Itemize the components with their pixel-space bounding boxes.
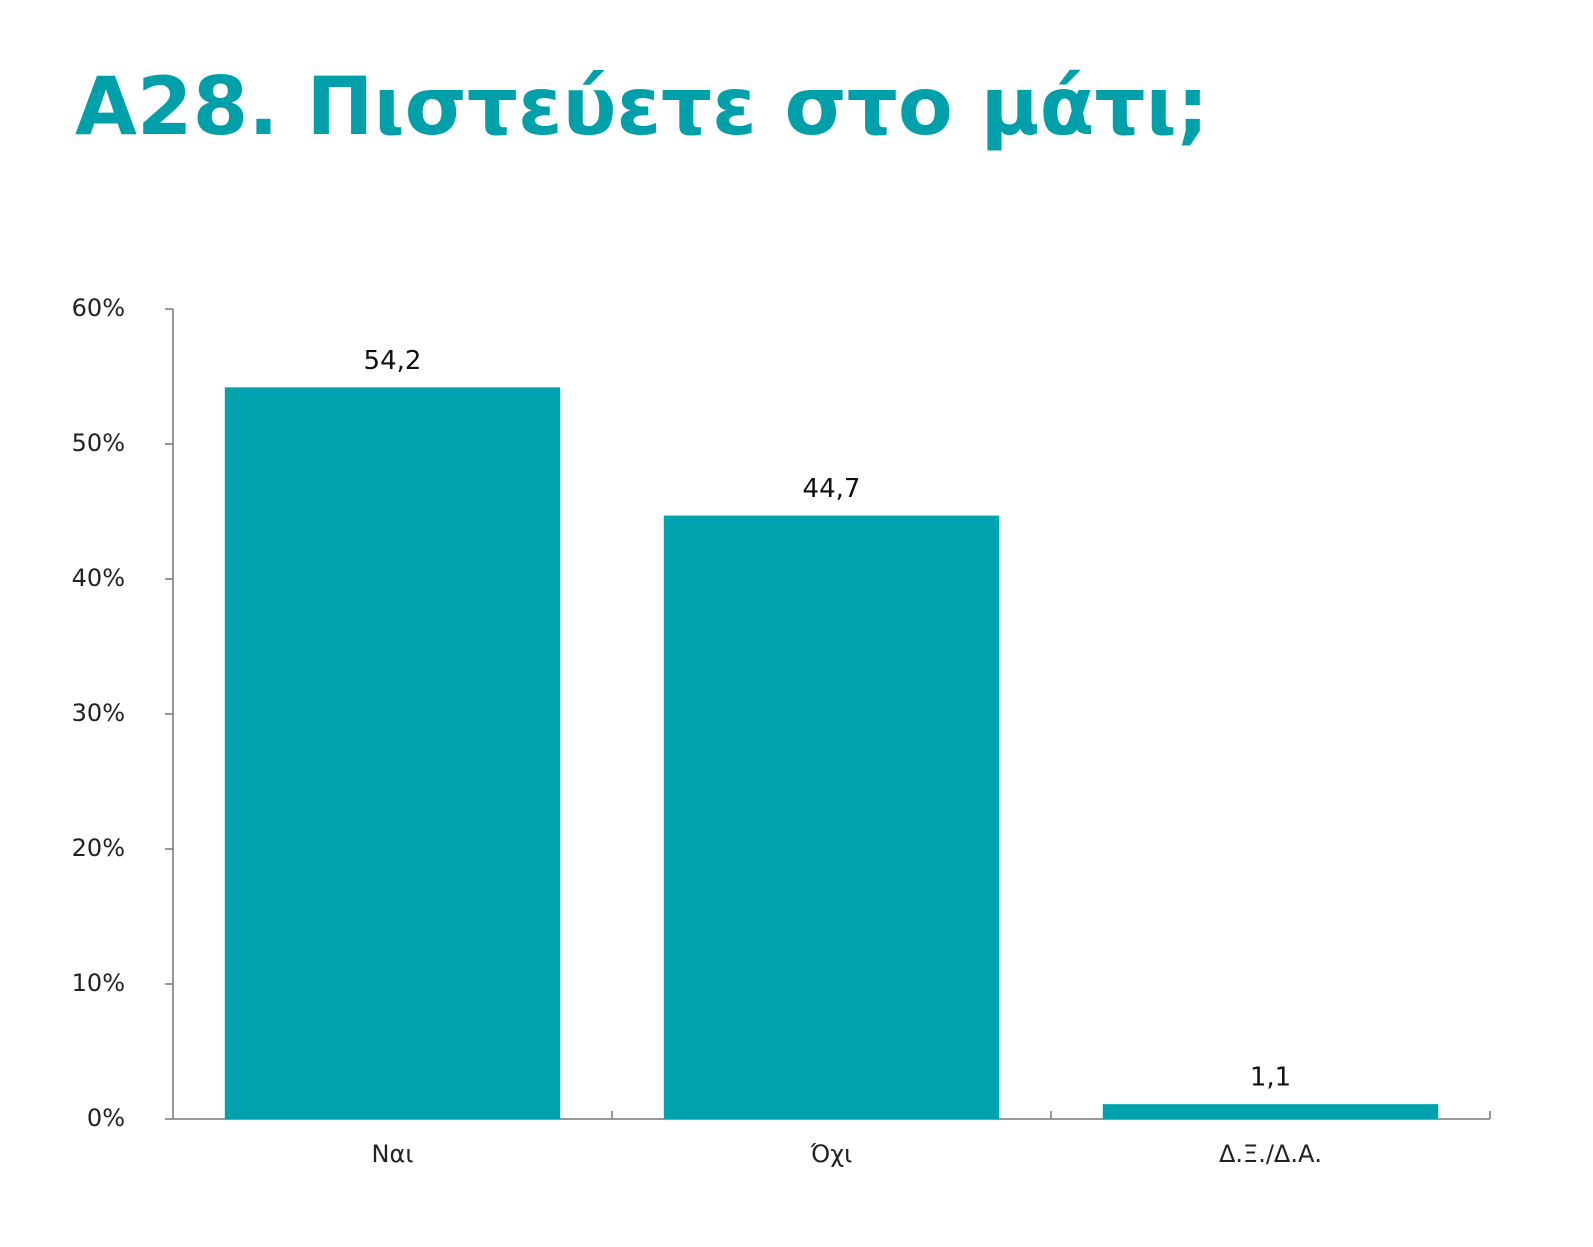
chart-title: Α28. Πιστεύετε στο μάτι; xyxy=(75,60,1209,153)
y-tick-label: 40% xyxy=(72,564,125,592)
x-tick-label: Δ.Ξ./Δ.Α. xyxy=(1219,1140,1322,1168)
x-tick-label: Όχι xyxy=(810,1140,852,1168)
value-label: 54,2 xyxy=(364,346,422,376)
y-tick-label: 60% xyxy=(72,294,125,322)
bar xyxy=(224,387,561,1119)
y-tick-label: 0% xyxy=(87,1104,125,1132)
bar xyxy=(663,515,1000,1119)
y-tick-label: 20% xyxy=(72,834,125,862)
x-tick-label: Ναι xyxy=(372,1140,414,1168)
y-tick-label: 30% xyxy=(72,699,125,727)
bar xyxy=(1102,1104,1439,1119)
value-label: 44,7 xyxy=(803,474,861,504)
y-tick-label: 10% xyxy=(72,969,125,997)
value-label: 1,1 xyxy=(1250,1063,1291,1093)
y-tick-label: 50% xyxy=(72,429,125,457)
